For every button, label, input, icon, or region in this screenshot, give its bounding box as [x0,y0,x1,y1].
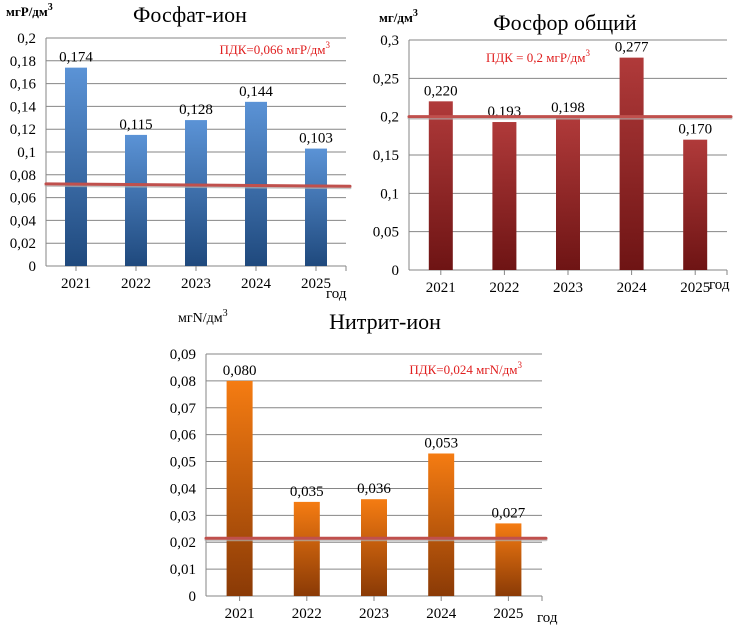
y-tick-label: 0,02 [10,236,36,252]
y-tick-label: 0,07 [170,401,197,417]
y-tick-label: 0,05 [373,225,399,241]
bar-2025 [683,139,708,270]
pdk-label: ПДК=0,024 мгN/дм3 [409,360,522,377]
bar-2021 [428,101,453,270]
y-tick-label: 0,25 [373,71,399,87]
x-tick-label: 2021 [225,606,255,622]
bar-2021 [65,67,87,266]
bar-2025 [305,148,327,266]
y-tick-label: 0,06 [10,191,37,207]
bar-2024 [619,57,644,271]
y-tick-label: 0 [189,589,197,605]
bar-2021 [226,380,253,596]
data-label: 0,144 [239,84,273,100]
chart-phosphorus: 00,050,10,150,20,250,320210,22020220,193… [373,8,733,296]
x-tick-label: 2024 [241,276,272,292]
y-unit-label: мгР/дм3 [6,2,53,19]
data-label: 0,115 [119,117,152,133]
x-tick-label: 2022 [489,280,519,296]
bar-2023 [361,499,387,596]
y-tick-label: 0,03 [170,508,196,524]
bar-2025 [495,523,522,596]
bar-2023 [185,120,207,266]
y-unit-label: мг/дм3 [379,8,418,25]
x-tick-label: 2025 [493,606,523,622]
y-tick-label: 0,12 [10,122,36,138]
chart-nitrite: 0 0,01 0,02 0,03 0,04 0,05 0,06 0,07 0,08 0,09 202… [170,308,558,626]
y-tick-label: 0,16 [10,77,37,93]
x-tick-label: 2023 [553,280,583,296]
y-tick-label: 0,3 [380,33,399,49]
chart-title: Фосфор общий [493,10,637,35]
y-tick-label: 0,01 [170,562,196,578]
y-tick-label: 0 [392,263,400,279]
bar-2022 [293,501,320,596]
chart-title: Нитрит-ион [329,309,441,334]
data-label: 0,277 [615,40,649,56]
bar-2022 [125,134,147,266]
data-label: 0,170 [678,122,712,138]
x-tick-label: 2025 [301,276,331,292]
pdk-label: ПДК = 0,2 мгР/дм3 [486,48,591,65]
data-label: 0,036 [357,481,391,497]
data-label: 0,103 [299,131,333,147]
data-label: 0,080 [223,363,257,379]
y-tick-label: 0,2 [380,110,399,126]
pdk-label: ПДК=0,066 мгР/дм3 [220,40,331,57]
bar-2023 [556,118,580,270]
x-tick-label: 2023 [359,606,389,622]
y-tick-label: 0,05 [170,455,196,471]
y-tick-label: 0,1 [380,186,399,202]
y-tick-label: 0,08 [170,374,196,390]
x-tick-label: 2024 [426,606,457,622]
bar-2022 [492,122,517,271]
x-tick-label: 2024 [617,280,648,296]
y-tick-label: 0,02 [170,535,196,551]
data-label: 0,027 [492,505,526,521]
data-label: 0,053 [424,435,458,451]
pdk-line [44,182,352,188]
data-label: 0,220 [424,83,458,99]
x-axis-label: год [537,610,558,626]
bar-2024 [428,453,455,596]
y-tick-label: 0,04 [170,481,197,497]
data-label: 0,174 [59,50,93,66]
y-unit-label: мгN/дм3 [178,308,228,326]
x-axis-label: год [326,286,347,302]
y-tick-label: 0,2 [17,31,36,47]
chart-phosphate: 0 0,02 0,04 0,06 0,08 0,1 0,12 0,14 0,16 0,18 0,2 2… [6,2,352,302]
x-tick-label: 2023 [181,276,211,292]
bar-2024 [245,101,267,266]
data-label: 0,128 [179,102,213,118]
y-tick-label: 0,1 [17,145,36,161]
y-tick-label: 0 [29,259,37,275]
y-tick-label: 0,08 [10,168,36,184]
x-tick-label: 2022 [292,606,322,622]
y-tick-label: 0,04 [10,213,37,229]
x-tick-label: 2021 [61,276,91,292]
x-axis-label: год [709,277,730,293]
y-tick-label: 0,06 [170,428,197,444]
y-tick-label: 0,09 [170,347,196,363]
data-label: 0,198 [551,100,585,116]
y-tick-label: 0,14 [10,99,37,115]
y-tick-label: 0,18 [10,54,36,70]
chart-title: Фосфат-ион [133,2,247,27]
x-tick-label: 2021 [426,280,456,296]
x-tick-label: 2022 [121,276,151,292]
y-tick-label: 0,15 [373,148,399,164]
x-tick-label: 2025 [680,280,710,296]
data-label: 0,035 [290,484,324,500]
